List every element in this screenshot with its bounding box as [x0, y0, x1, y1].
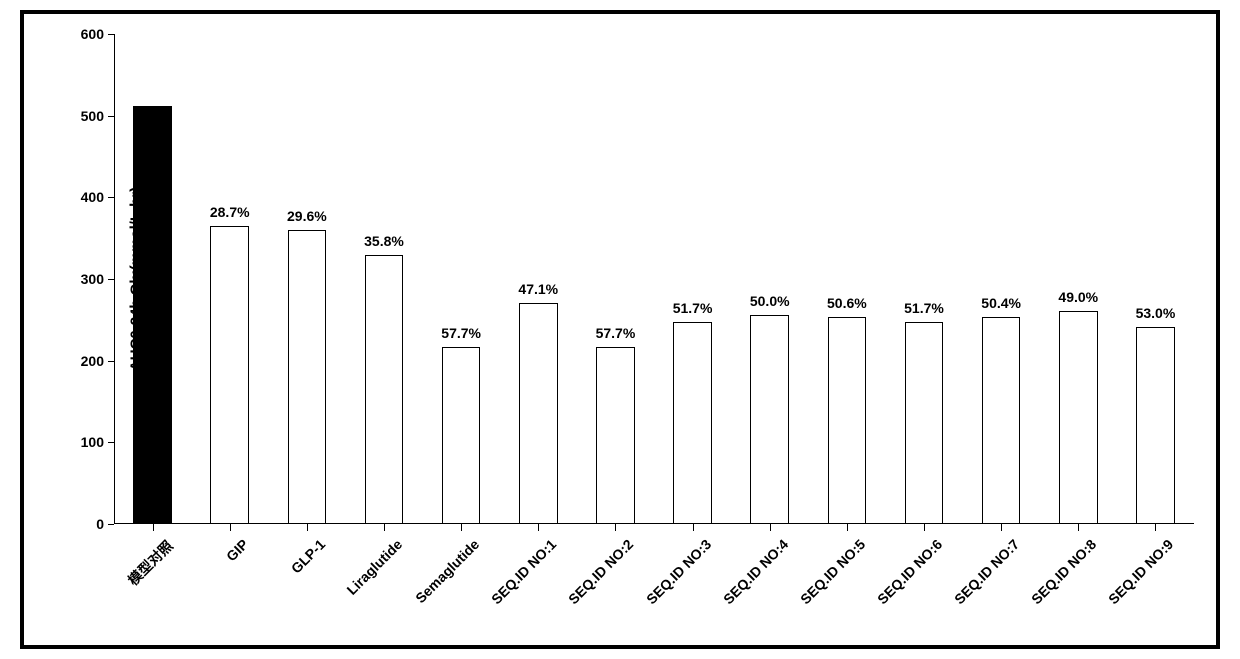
y-tick-label: 600 [64, 26, 104, 42]
x-tick [924, 524, 925, 531]
y-tick-label: 100 [64, 434, 104, 450]
chart-frame: AUC0-24h Glu(mmol/L·hr) 0100200300400500… [20, 10, 1220, 649]
bar [288, 230, 327, 524]
x-tick [693, 524, 694, 531]
y-tick-label: 400 [64, 189, 104, 205]
x-tick [538, 524, 539, 531]
bar [982, 317, 1021, 524]
y-tick-label: 200 [64, 353, 104, 369]
data-label: 51.7% [904, 300, 944, 316]
x-tick [1155, 524, 1156, 531]
bar [1059, 311, 1098, 524]
data-label: 50.0% [750, 293, 790, 309]
x-tick [230, 524, 231, 531]
bar [365, 255, 404, 524]
bar [596, 347, 635, 524]
y-tick [108, 442, 114, 443]
x-tick [384, 524, 385, 531]
y-tick [108, 197, 114, 198]
bar [905, 322, 944, 524]
y-tick [108, 279, 114, 280]
y-axis [114, 34, 115, 524]
data-label: 35.8% [364, 233, 404, 249]
x-axis [114, 523, 1194, 524]
bar [750, 315, 789, 524]
bar [133, 106, 172, 524]
y-tick-label: 500 [64, 108, 104, 124]
y-tick [108, 361, 114, 362]
bar [1136, 327, 1175, 524]
y-tick-label: 0 [64, 516, 104, 532]
x-tick [1078, 524, 1079, 531]
data-label: 50.4% [981, 295, 1021, 311]
x-tick [153, 524, 154, 531]
x-tick [307, 524, 308, 531]
data-label: 47.1% [518, 281, 558, 297]
bar [828, 317, 867, 524]
bar [519, 303, 558, 524]
y-tick-label: 300 [64, 271, 104, 287]
x-tick [615, 524, 616, 531]
x-tick [770, 524, 771, 531]
y-tick [108, 524, 114, 525]
plot-area: AUC0-24h Glu(mmol/L·hr) 0100200300400500… [114, 34, 1194, 524]
x-tick [1001, 524, 1002, 531]
y-tick [108, 116, 114, 117]
data-label: 57.7% [441, 325, 481, 341]
data-label: 50.6% [827, 295, 867, 311]
data-label: 29.6% [287, 208, 327, 224]
bar [442, 347, 481, 524]
bar [673, 322, 712, 524]
data-label: 57.7% [596, 325, 636, 341]
bar [210, 226, 249, 524]
data-label: 28.7% [210, 204, 250, 220]
data-label: 51.7% [673, 300, 713, 316]
x-tick [461, 524, 462, 531]
x-tick [847, 524, 848, 531]
data-label: 53.0% [1136, 305, 1176, 321]
data-label: 49.0% [1058, 289, 1098, 305]
y-tick [108, 34, 114, 35]
